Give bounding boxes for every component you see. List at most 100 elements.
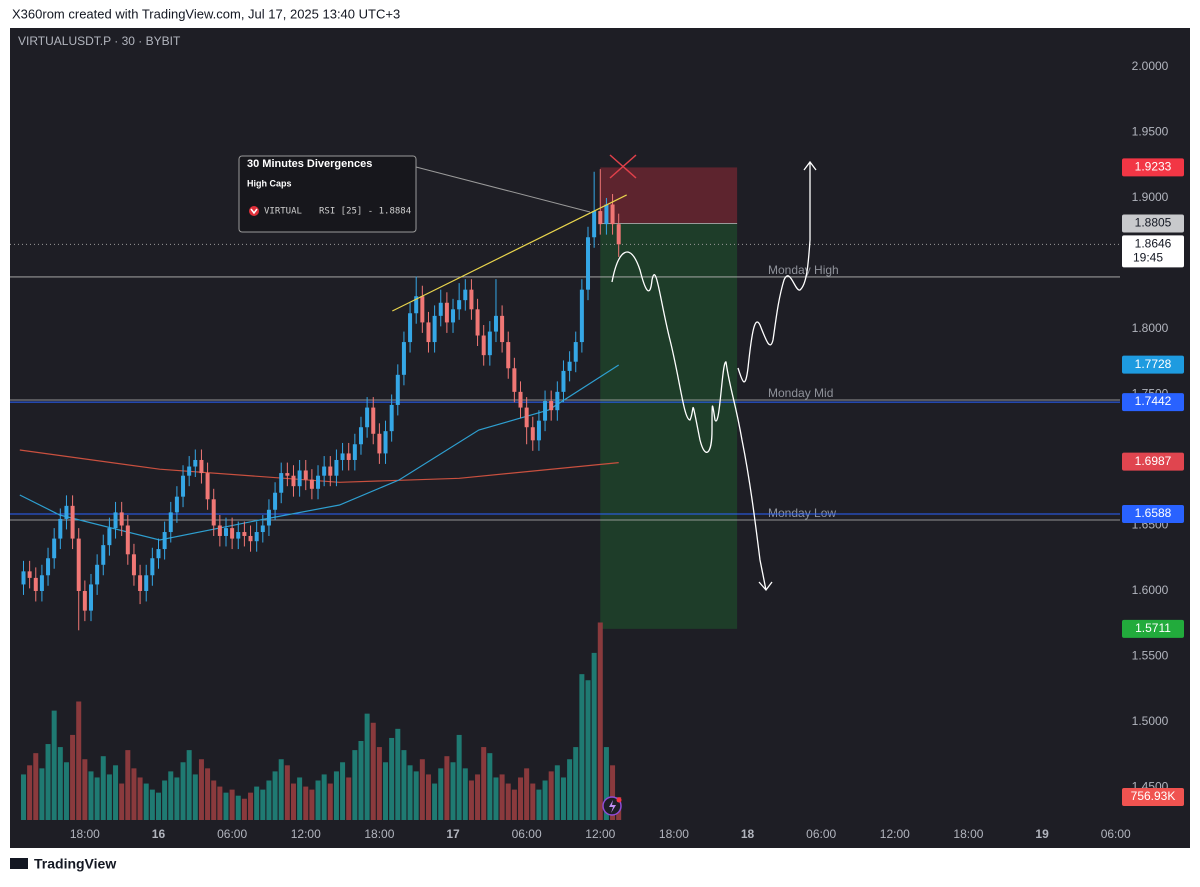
candle-body (377, 433, 382, 454)
volume-bar (499, 774, 505, 820)
volume-bar (610, 765, 616, 820)
volume-bar (94, 777, 100, 820)
volume-bar (229, 789, 235, 820)
candle-body (500, 315, 505, 343)
candle-body (457, 300, 462, 310)
volume-bar (567, 759, 573, 820)
candle-body (567, 361, 572, 371)
annotation-symbol: VIRTUAL (264, 207, 302, 217)
candle-body (549, 401, 554, 411)
volume-bar (205, 768, 211, 820)
volume-bar (511, 789, 517, 820)
x-tick-label: 18:00 (70, 827, 100, 841)
volume-bar (554, 765, 560, 820)
volume-bar (395, 728, 401, 820)
candle-body (604, 204, 609, 225)
annotation-indicator: RSI [25] - 1.8884 (319, 207, 411, 217)
candle-body (248, 535, 253, 542)
volume-bar (456, 734, 462, 820)
candle-body (358, 427, 363, 445)
candle-body (426, 322, 431, 343)
volume-bar (542, 780, 548, 820)
candle-body (543, 401, 548, 421)
candle-body (328, 466, 333, 476)
candle-body (285, 473, 290, 476)
volume-bar (211, 780, 217, 820)
candle-body (352, 444, 357, 460)
volume-bar (370, 722, 376, 820)
volume-bar (272, 771, 278, 820)
candle-body (555, 391, 560, 411)
candle-body (82, 590, 87, 611)
volume-bar (548, 771, 554, 820)
candle-body (193, 459, 198, 467)
y-tick-label: 1.9000 (1132, 190, 1169, 204)
volume-bar (106, 774, 112, 820)
price-tag (1122, 214, 1184, 233)
candle-body (205, 473, 210, 500)
candle-body (254, 532, 259, 542)
moving-average (19, 449, 619, 483)
candle-body (64, 505, 69, 519)
volume-bar (425, 774, 431, 820)
volume-bar (39, 768, 45, 820)
candle-body (579, 289, 584, 343)
volume-bar (327, 783, 333, 820)
candle-body (76, 538, 81, 591)
candle-body (291, 475, 296, 487)
symbol-icon (249, 206, 259, 216)
candle-body (107, 528, 112, 546)
candle-body (156, 549, 161, 559)
candle-body (530, 427, 535, 441)
volume-bar (340, 762, 346, 820)
volume-bar (27, 765, 33, 820)
volume-bar (168, 771, 174, 820)
candle-body (119, 512, 124, 526)
price-tag (1122, 619, 1184, 638)
candle-body (101, 545, 106, 565)
volume-bar (309, 789, 315, 820)
volume-bar (438, 768, 444, 820)
candle-body (174, 496, 179, 513)
price-tag-label: 1.8805 (1135, 216, 1172, 230)
candle-body (444, 302, 449, 323)
candle-body (493, 315, 498, 332)
trend-line (392, 194, 627, 312)
footer-logo (10, 858, 28, 869)
candle-body (598, 211, 603, 225)
candle-body (297, 470, 302, 487)
stop-zone (600, 167, 738, 224)
candle-body (260, 525, 265, 533)
x-tick-label: 18:00 (364, 827, 394, 841)
price-tag (1122, 158, 1184, 177)
candle-body (150, 558, 155, 576)
candle-body (88, 584, 93, 611)
volume-bar (333, 771, 339, 820)
candle-body (322, 466, 327, 476)
candle-body (316, 475, 321, 489)
candle-body (27, 571, 32, 578)
price-tag-label: 1.9233 (1135, 160, 1172, 174)
candle-body (242, 532, 247, 536)
volume-bar (76, 701, 82, 820)
volume-bar (100, 756, 106, 820)
volume-bar (297, 777, 303, 820)
volume-bar (432, 783, 438, 820)
candle-body (451, 309, 456, 323)
candle-body (561, 370, 566, 392)
volume-bar (383, 762, 389, 820)
x-tick-label: 06:00 (512, 827, 542, 841)
volume-bar (376, 747, 382, 820)
volume-bar (57, 747, 63, 820)
drawn-projection-up (737, 160, 817, 383)
candle-body (131, 554, 136, 576)
volume-bar (33, 753, 39, 820)
volume-bar (530, 783, 536, 820)
x-tick-label: 19 (1035, 827, 1049, 841)
candle-body (340, 453, 345, 460)
price-tag-label: 756.93K (1131, 789, 1176, 803)
candle-body (211, 499, 216, 526)
candle-body (33, 577, 38, 591)
volume-bar (113, 765, 119, 820)
